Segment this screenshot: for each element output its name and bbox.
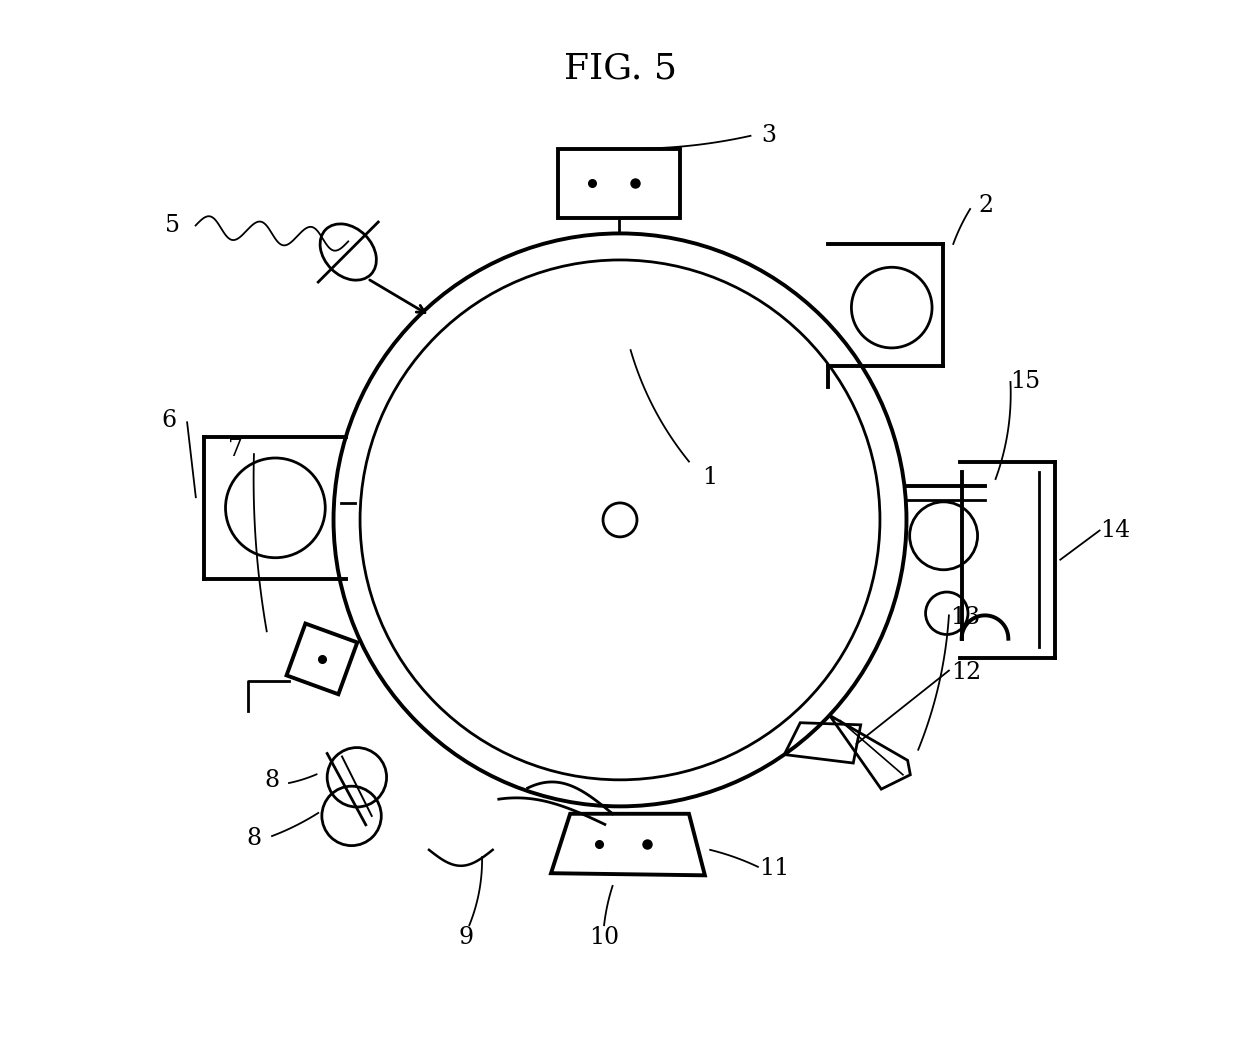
Text: 13: 13 — [950, 606, 980, 629]
Text: 5: 5 — [165, 214, 180, 237]
Text: 11: 11 — [759, 857, 789, 881]
Text: 15: 15 — [1011, 370, 1040, 394]
Text: 8: 8 — [247, 827, 262, 850]
Text: 8: 8 — [264, 769, 279, 793]
Text: 3: 3 — [761, 124, 776, 147]
Bar — [558, 149, 681, 218]
Text: 2: 2 — [978, 194, 993, 218]
Text: FIG. 5: FIG. 5 — [563, 52, 677, 86]
Text: 1: 1 — [703, 466, 718, 489]
Text: 10: 10 — [589, 926, 619, 950]
Text: 6: 6 — [161, 408, 176, 432]
Text: 9: 9 — [459, 926, 474, 950]
Text: 14: 14 — [1100, 519, 1131, 542]
Text: 12: 12 — [951, 661, 981, 684]
Text: 7: 7 — [228, 438, 243, 462]
